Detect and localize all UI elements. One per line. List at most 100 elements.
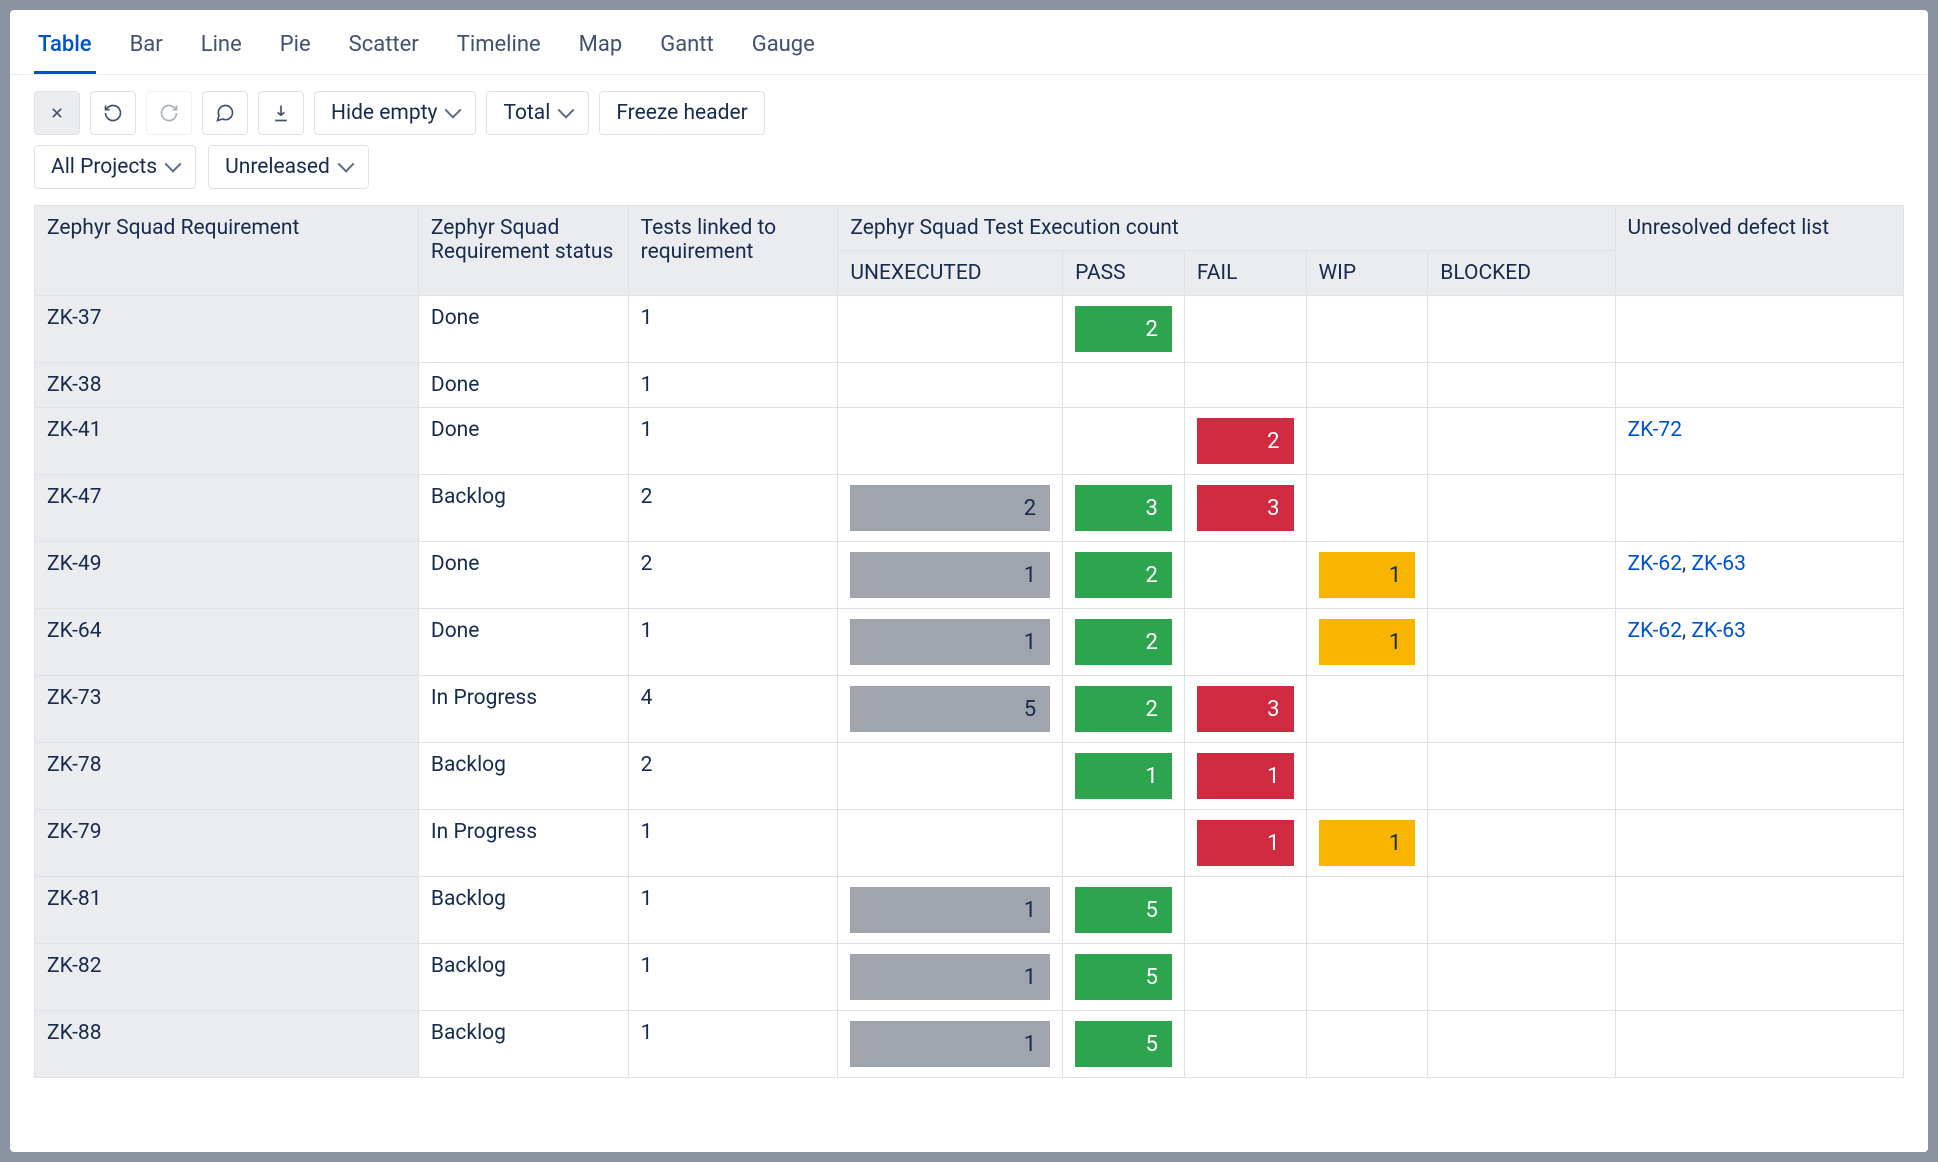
defect-link[interactable]: ZK-63 bbox=[1691, 619, 1746, 643]
table-row: ZK-88Backlog115 bbox=[35, 1011, 1904, 1078]
redo-icon bbox=[146, 91, 192, 135]
exec-cell bbox=[1428, 475, 1615, 542]
tab-table[interactable]: Table bbox=[34, 22, 96, 74]
requirement-id[interactable]: ZK-81 bbox=[35, 877, 419, 944]
tab-timeline[interactable]: Timeline bbox=[453, 22, 545, 74]
table-container: Zephyr Squad Requirement Zephyr Squad Re… bbox=[10, 205, 1928, 1102]
table-row: ZK-78Backlog211 bbox=[35, 743, 1904, 810]
defect-list bbox=[1615, 743, 1903, 810]
tab-line[interactable]: Line bbox=[197, 22, 246, 74]
freeze-header-button[interactable]: Freeze header bbox=[599, 91, 764, 135]
requirement-status: In Progress bbox=[418, 810, 628, 877]
col-blocked[interactable]: BLOCKED bbox=[1428, 251, 1615, 296]
requirement-status: Backlog bbox=[418, 475, 628, 542]
chevron-down-icon bbox=[337, 156, 354, 173]
exec-cell: 2 bbox=[1184, 408, 1306, 475]
data-table: Zephyr Squad Requirement Zephyr Squad Re… bbox=[34, 205, 1904, 1078]
requirement-id[interactable]: ZK-88 bbox=[35, 1011, 419, 1078]
tab-scatter[interactable]: Scatter bbox=[345, 22, 423, 74]
requirement-status: Backlog bbox=[418, 944, 628, 1011]
col-unexecuted[interactable]: UNEXECUTED bbox=[838, 251, 1063, 296]
requirement-status: Backlog bbox=[418, 877, 628, 944]
requirement-id[interactable]: ZK-64 bbox=[35, 609, 419, 676]
projects-filter[interactable]: All Projects bbox=[34, 145, 196, 189]
table-row: ZK-47Backlog2233 bbox=[35, 475, 1904, 542]
defect-list: ZK-62, ZK-63 bbox=[1615, 609, 1903, 676]
tab-bar[interactable]: Bar bbox=[126, 22, 167, 74]
exec-cell bbox=[838, 363, 1063, 408]
exec-cell: 5 bbox=[838, 676, 1063, 743]
projects-filter-label: All Projects bbox=[51, 155, 157, 179]
requirement-id[interactable]: ZK-41 bbox=[35, 408, 419, 475]
exec-cell bbox=[1306, 296, 1428, 363]
table-row: ZK-37Done12 bbox=[35, 296, 1904, 363]
hide-empty-select[interactable]: Hide empty bbox=[314, 91, 476, 135]
exec-cell: 1 bbox=[1306, 542, 1428, 609]
tab-gauge[interactable]: Gauge bbox=[748, 22, 819, 74]
exec-cell: 3 bbox=[1184, 475, 1306, 542]
exec-cell bbox=[1306, 944, 1428, 1011]
tab-pie[interactable]: Pie bbox=[276, 22, 315, 74]
exec-cell bbox=[1306, 363, 1428, 408]
defect-list bbox=[1615, 363, 1903, 408]
table-row: ZK-64Done1121ZK-62, ZK-63 bbox=[35, 609, 1904, 676]
requirement-id[interactable]: ZK-47 bbox=[35, 475, 419, 542]
download-icon[interactable] bbox=[258, 91, 304, 135]
col-linked[interactable]: Tests linked to requirement bbox=[628, 206, 838, 296]
exec-cell bbox=[1428, 408, 1615, 475]
exec-cell: 1 bbox=[838, 1011, 1063, 1078]
exec-cell bbox=[1428, 1011, 1615, 1078]
exec-cell bbox=[1306, 475, 1428, 542]
defect-list bbox=[1615, 877, 1903, 944]
col-exec-group[interactable]: Zephyr Squad Test Execution count bbox=[838, 206, 1615, 251]
tests-linked: 2 bbox=[628, 475, 838, 542]
defect-link[interactable]: ZK-62 bbox=[1628, 552, 1683, 576]
requirement-id[interactable]: ZK-82 bbox=[35, 944, 419, 1011]
tab-map[interactable]: Map bbox=[575, 22, 627, 74]
exec-cell bbox=[1184, 944, 1306, 1011]
requirement-id[interactable]: ZK-38 bbox=[35, 363, 419, 408]
exec-cell bbox=[1184, 877, 1306, 944]
undo-icon[interactable] bbox=[90, 91, 136, 135]
release-filter[interactable]: Unreleased bbox=[208, 145, 369, 189]
col-req-status[interactable]: Zephyr Squad Requirement status bbox=[418, 206, 628, 296]
exec-cell bbox=[1428, 810, 1615, 877]
exec-cell bbox=[838, 810, 1063, 877]
exec-cell bbox=[1184, 296, 1306, 363]
col-defects[interactable]: Unresolved defect list bbox=[1615, 206, 1903, 296]
col-requirement[interactable]: Zephyr Squad Requirement bbox=[35, 206, 419, 296]
defect-link[interactable]: ZK-62 bbox=[1628, 619, 1683, 643]
col-fail[interactable]: FAIL bbox=[1184, 251, 1306, 296]
exec-cell bbox=[1428, 743, 1615, 810]
col-wip[interactable]: WIP bbox=[1306, 251, 1428, 296]
requirement-id[interactable]: ZK-78 bbox=[35, 743, 419, 810]
requirement-id[interactable]: ZK-73 bbox=[35, 676, 419, 743]
freeze-header-label: Freeze header bbox=[616, 101, 747, 125]
requirement-status: Done bbox=[418, 609, 628, 676]
requirement-status: Backlog bbox=[418, 1011, 628, 1078]
exec-cell: 3 bbox=[1184, 676, 1306, 743]
comment-icon[interactable] bbox=[202, 91, 248, 135]
defect-list bbox=[1615, 475, 1903, 542]
requirement-id[interactable]: ZK-49 bbox=[35, 542, 419, 609]
expand-icon[interactable] bbox=[34, 91, 80, 135]
tests-linked: 1 bbox=[628, 1011, 838, 1078]
defect-link[interactable]: ZK-72 bbox=[1628, 418, 1683, 442]
exec-cell bbox=[1184, 363, 1306, 408]
exec-cell: 5 bbox=[1063, 944, 1185, 1011]
defect-link[interactable]: ZK-63 bbox=[1691, 552, 1746, 576]
requirement-id[interactable]: ZK-37 bbox=[35, 296, 419, 363]
exec-cell bbox=[1306, 877, 1428, 944]
exec-cell: 2 bbox=[838, 475, 1063, 542]
requirement-id[interactable]: ZK-79 bbox=[35, 810, 419, 877]
total-select[interactable]: Total bbox=[486, 91, 589, 135]
exec-cell bbox=[1428, 296, 1615, 363]
tab-gantt[interactable]: Gantt bbox=[656, 22, 718, 74]
table-row: ZK-81Backlog115 bbox=[35, 877, 1904, 944]
filter-bar: All Projects Unreleased bbox=[10, 145, 1928, 205]
exec-cell bbox=[838, 408, 1063, 475]
release-filter-label: Unreleased bbox=[225, 155, 330, 179]
col-pass[interactable]: PASS bbox=[1063, 251, 1185, 296]
exec-cell bbox=[1063, 363, 1185, 408]
exec-cell bbox=[1184, 1011, 1306, 1078]
